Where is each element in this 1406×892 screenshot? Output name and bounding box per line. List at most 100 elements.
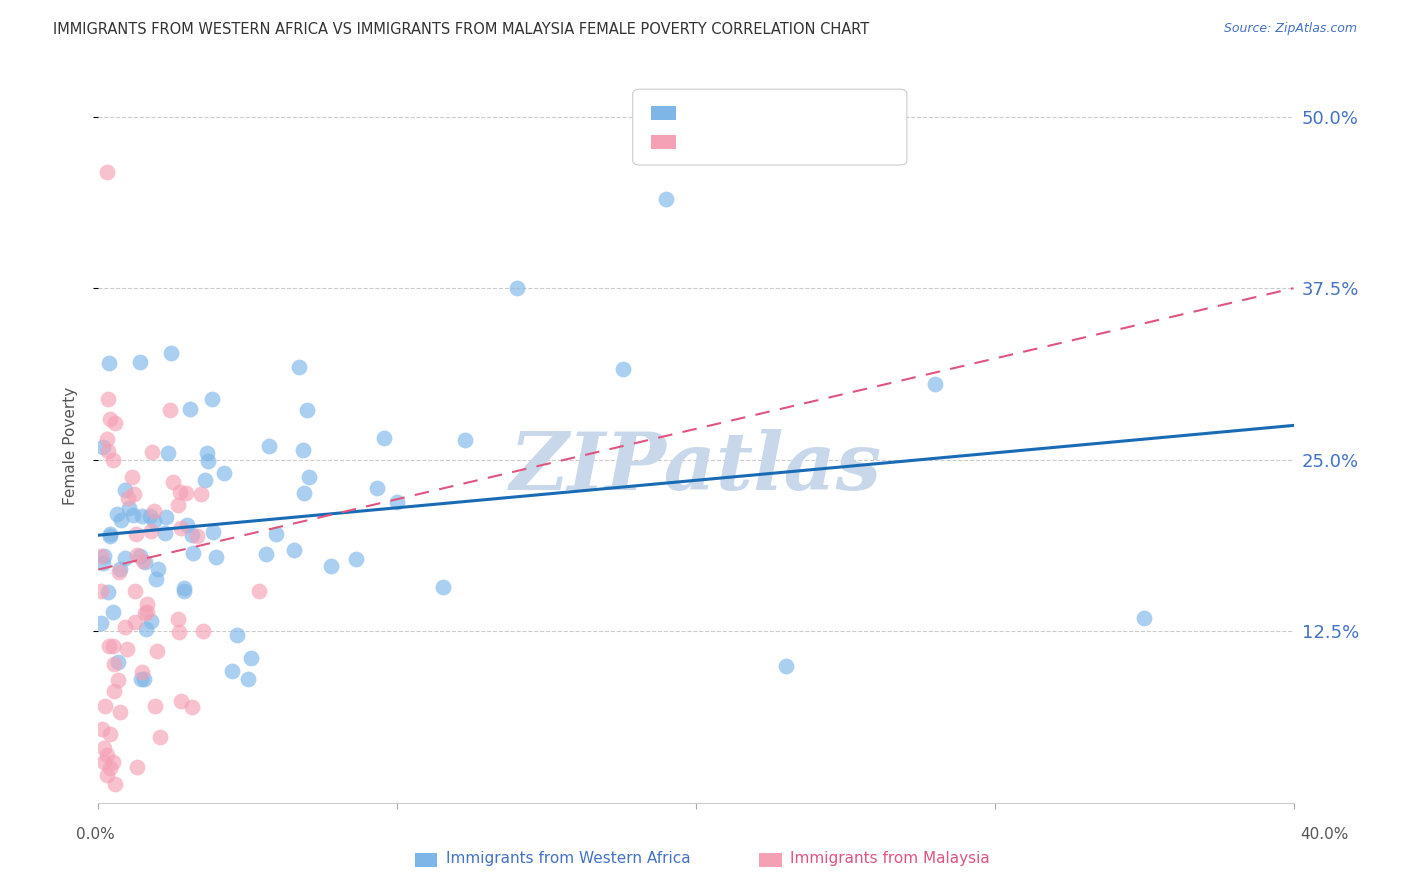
Point	[128, 549, 150, 563]
Point	[176, 518, 198, 533]
Point	[98, 411, 122, 425]
Point	[157, 446, 180, 460]
Point	[107, 673, 129, 687]
Point	[181, 700, 204, 714]
Point	[141, 444, 163, 458]
Point	[264, 526, 287, 541]
Text: IMMIGRANTS FROM WESTERN AFRICA VS IMMIGRANTS FROM MALAYSIA FEMALE POVERTY CORREL: IMMIGRANTS FROM WESTERN AFRICA VS IMMIGR…	[53, 22, 870, 37]
Text: ZIPatlas: ZIPatlas	[510, 429, 882, 506]
Point	[96, 164, 118, 178]
Point	[96, 432, 118, 446]
Point	[136, 605, 159, 619]
Point	[105, 508, 128, 522]
Text: 0.0%: 0.0%	[76, 827, 115, 841]
Point	[145, 572, 167, 586]
Point	[134, 673, 156, 687]
Point	[135, 598, 157, 612]
Point	[193, 624, 215, 638]
Point	[134, 555, 156, 569]
Point	[173, 584, 195, 599]
Text: Immigrants from Western Africa: Immigrants from Western Africa	[446, 851, 690, 865]
Point	[166, 612, 188, 626]
Point	[129, 673, 152, 687]
Text: N =: N =	[793, 103, 841, 120]
Point	[110, 513, 132, 527]
Point	[107, 656, 129, 670]
Point	[98, 356, 121, 370]
Text: 0.218: 0.218	[733, 103, 785, 120]
Point	[101, 639, 124, 653]
Point	[186, 529, 208, 543]
Point	[155, 510, 177, 524]
Point	[135, 622, 157, 636]
Point	[366, 481, 388, 495]
Point	[132, 554, 155, 568]
Point	[103, 755, 125, 769]
Point	[167, 625, 190, 640]
Point	[125, 527, 148, 541]
Point	[155, 526, 177, 541]
Point	[283, 542, 305, 557]
Text: 40.0%: 40.0%	[1301, 827, 1348, 841]
Point	[114, 551, 136, 566]
Text: Immigrants from Malaysia: Immigrants from Malaysia	[790, 851, 990, 865]
Point	[141, 614, 163, 628]
Point	[98, 527, 121, 541]
Point	[924, 377, 946, 392]
Point	[101, 605, 124, 619]
Point	[103, 684, 125, 698]
Point	[201, 392, 224, 407]
Point	[160, 346, 183, 360]
Point	[298, 470, 321, 484]
Point	[257, 438, 280, 452]
Point	[225, 628, 247, 642]
Point	[319, 559, 342, 574]
Point	[221, 665, 243, 679]
Point	[775, 658, 797, 673]
Point	[90, 615, 112, 630]
Point	[96, 768, 118, 782]
Point	[98, 727, 122, 741]
Point	[90, 549, 112, 564]
Point	[174, 486, 197, 500]
Point	[90, 583, 112, 598]
Point	[143, 514, 166, 528]
Point	[373, 432, 395, 446]
Point	[143, 699, 166, 714]
Point	[506, 281, 529, 295]
Point	[169, 484, 191, 499]
Point	[655, 192, 678, 206]
Point	[292, 485, 315, 500]
Point	[385, 495, 408, 509]
Point	[159, 403, 181, 417]
Point	[240, 651, 263, 665]
Point	[143, 504, 166, 518]
Point	[139, 509, 162, 524]
Point	[122, 487, 145, 501]
Point	[125, 760, 148, 774]
Point	[115, 641, 138, 656]
Point	[180, 527, 202, 541]
Point	[97, 585, 120, 599]
Point	[181, 546, 204, 560]
Point	[146, 644, 169, 658]
Point	[91, 556, 114, 570]
Point	[108, 561, 131, 575]
Point	[108, 566, 131, 580]
Point	[114, 483, 136, 497]
Point	[162, 475, 184, 489]
Point	[91, 440, 114, 454]
Point	[129, 355, 152, 369]
Point	[254, 547, 277, 561]
Point	[238, 672, 260, 686]
Point	[124, 615, 146, 629]
Text: 61: 61	[853, 132, 876, 150]
Point	[93, 549, 115, 563]
Point	[117, 491, 139, 506]
Point	[195, 446, 218, 460]
Point	[194, 473, 217, 487]
Text: R =: R =	[688, 103, 724, 120]
Point	[98, 529, 121, 543]
Point	[141, 524, 163, 539]
Point	[127, 548, 149, 562]
